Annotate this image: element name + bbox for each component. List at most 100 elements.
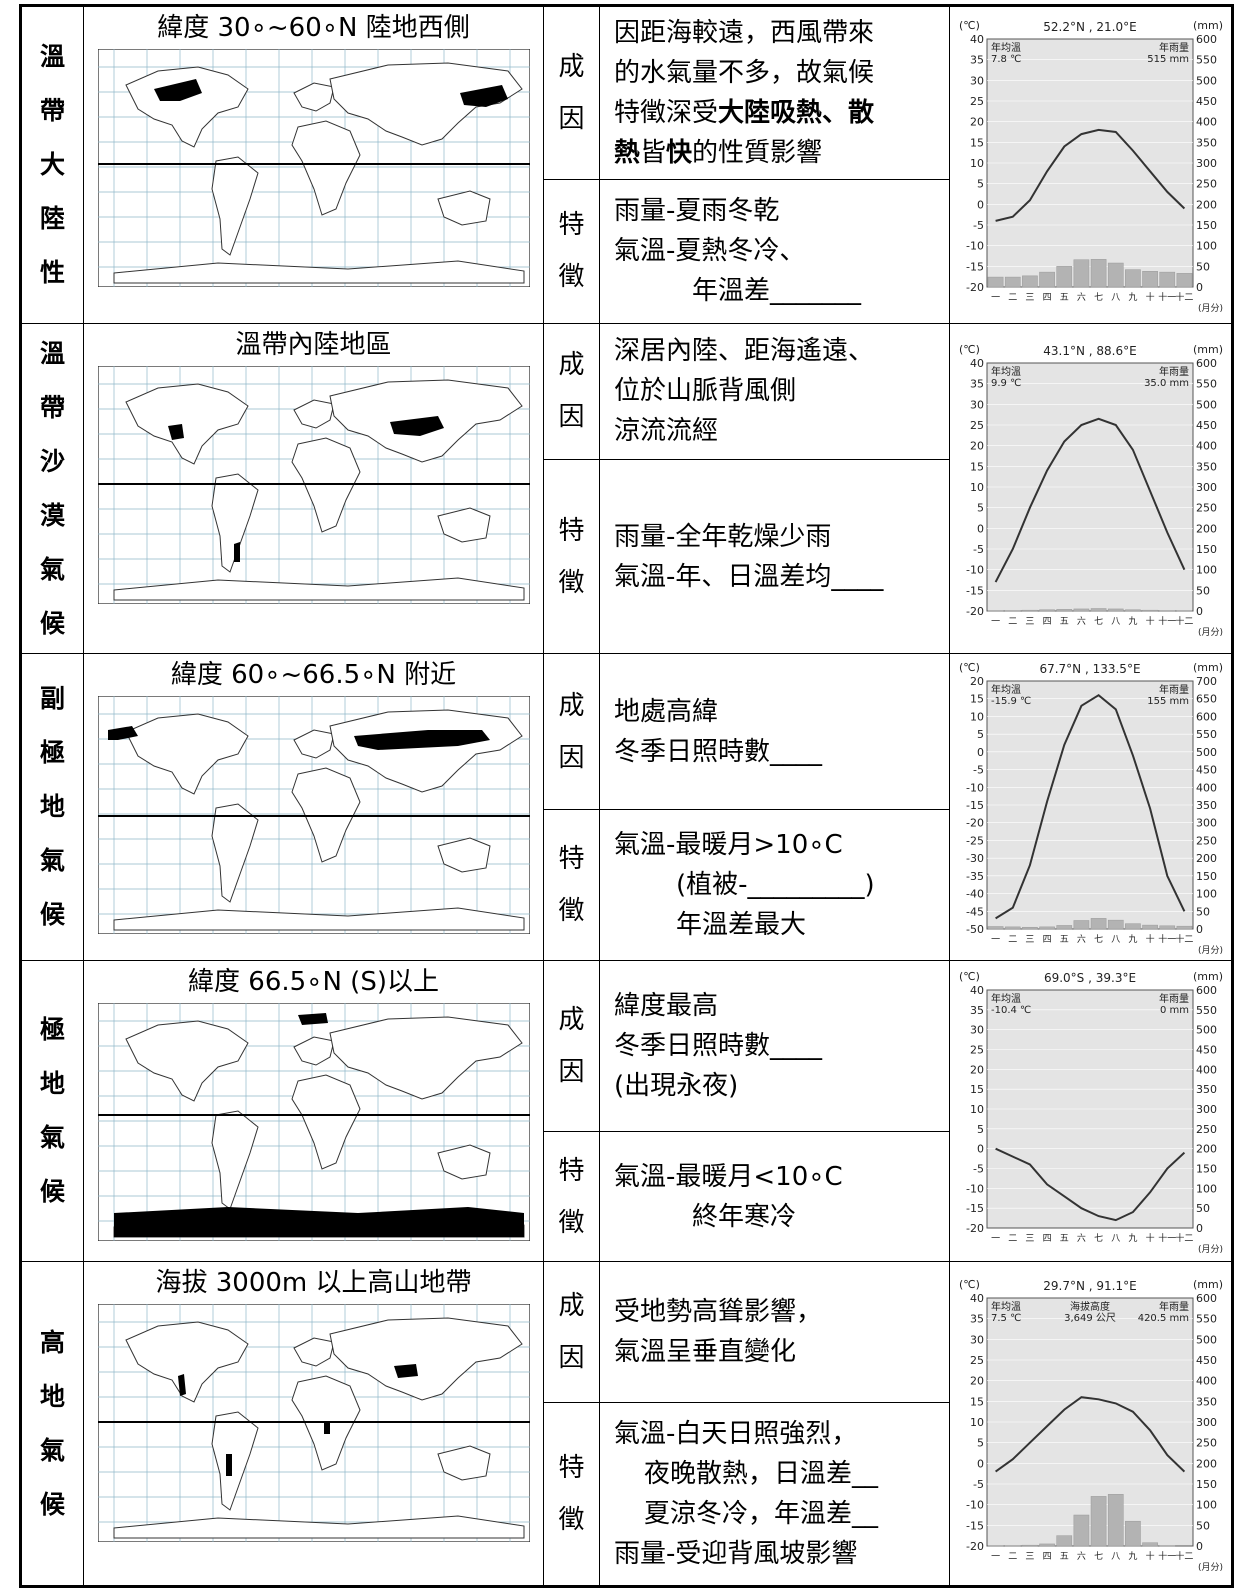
- rain-bar: [1056, 925, 1073, 930]
- map-continent: [436, 1445, 491, 1481]
- month-label: 十: [1146, 1550, 1155, 1562]
- climate-name-char: 大: [39, 149, 65, 179]
- month-label: 十二: [1175, 291, 1193, 303]
- month-label: 一: [991, 293, 1000, 303]
- region-title: 緯度 30∘~60∘N 陸地西側: [157, 13, 470, 43]
- climograph: 4035302520151050-5-10-15-206005505004504…: [959, 970, 1223, 1255]
- temp-tick-label: 20: [970, 675, 984, 688]
- rain-bar: [1056, 608, 1073, 611]
- region-cell: 緯度 30∘~60∘N 陸地西側: [83, 6, 544, 324]
- map-continent: [113, 1515, 524, 1539]
- trait-text: 雨量-夏雨冬乾 氣溫-夏熱冬冷、 年溫差_______: [599, 179, 950, 324]
- climate-table-sheet: 溫 帶 大 陸 性 緯度 30∘~60∘N 陸地西側 成因 因距海較遠，西風帶來…: [19, 4, 1234, 1588]
- temp-tick-label: -10: [966, 239, 984, 252]
- temp-tick-label: -15: [966, 1202, 984, 1215]
- rain-bar: [1090, 1495, 1107, 1546]
- month-label: 八: [1111, 293, 1120, 303]
- month-label: 九: [1128, 934, 1137, 945]
- month-label: 七: [1094, 1233, 1103, 1244]
- rain-bar: [1176, 272, 1193, 288]
- rain-tick-label: 500: [1196, 746, 1217, 759]
- rain-tick-label: 400: [1196, 439, 1217, 452]
- trait-text: 氣溫-白天日照強烈， 夜晚散熱，日溫差__ 夏涼冬冷，年溫差__ 雨量-受迎背風…: [599, 1401, 950, 1587]
- temp-tick-label: 20: [970, 1063, 984, 1076]
- rain-unit-label: (mm): [1193, 661, 1223, 674]
- climate-name-cell: 溫 帶 大 陸 性: [21, 6, 84, 324]
- world-map: [97, 1002, 530, 1241]
- temp-tick-label: -30: [966, 852, 984, 865]
- temp-tick-label: 40: [970, 1292, 984, 1305]
- rain-tick-label: 300: [1196, 817, 1217, 830]
- temp-tick-label: 0: [977, 1457, 984, 1470]
- month-label: 四: [1043, 293, 1052, 303]
- map-continent: [210, 803, 259, 904]
- trait-text: 氣溫-最暖月>10∘C (植被-_________) 年溫差最大: [599, 808, 950, 961]
- rain-tick-label: 50: [1196, 584, 1210, 597]
- rain-bar: [1159, 925, 1176, 930]
- rain-tick-label: 550: [1196, 53, 1217, 66]
- month-label: 十一: [1158, 933, 1176, 945]
- rain-bar: [1142, 1542, 1158, 1546]
- annual-rain-label: 年雨量: [1159, 992, 1189, 1005]
- temp-tick-label: 5: [977, 1123, 984, 1136]
- annual-rain-value: 515 mm: [1147, 54, 1189, 65]
- rain-unit-label: (mm): [1193, 19, 1223, 32]
- rain-bar: [987, 276, 1004, 288]
- temp-tick-label: 5: [977, 501, 984, 514]
- month-label: 二: [1008, 617, 1017, 627]
- temp-tick-label: -5: [973, 543, 984, 556]
- rain-tick-label: 200: [1196, 198, 1217, 211]
- rain-bar: [1107, 1493, 1124, 1546]
- rain-tick-label: 0: [1196, 281, 1203, 294]
- month-label: 十: [1146, 291, 1155, 303]
- temp-tick-label: 30: [970, 74, 984, 87]
- month-label: 十: [1146, 1232, 1155, 1244]
- rain-tick-label: 500: [1196, 398, 1217, 411]
- map-continent: [436, 507, 491, 543]
- rain-bar: [1039, 926, 1055, 930]
- rain-tick-label: 50: [1196, 1519, 1210, 1532]
- region-title: 緯度 60∘~66.5∘N 附近: [170, 660, 457, 691]
- annual-rain-label: 年雨量: [1159, 1300, 1189, 1313]
- rain-tick-label: 50: [1196, 1202, 1210, 1215]
- month-unit-label: (月分): [1198, 1562, 1223, 1573]
- temp-tick-label: 20: [970, 115, 984, 128]
- station-coordinates: 69.0°S , 39.3°E: [1044, 971, 1136, 985]
- month-label: 十二: [1175, 1232, 1193, 1244]
- rain-tick-label: 200: [1196, 1143, 1217, 1156]
- month-label: 四: [1043, 1234, 1052, 1244]
- region-cell: 緯度 66.5∘N (S)以上: [83, 959, 544, 1263]
- region-cell: 溫帶內陸地區: [83, 322, 544, 655]
- month-label: 七: [1094, 292, 1103, 303]
- month-label: 四: [1043, 1552, 1052, 1562]
- map-climate-area: [323, 1422, 330, 1435]
- rain-tick-label: 600: [1196, 984, 1217, 997]
- rain-tick-label: 0: [1196, 1222, 1203, 1235]
- temp-tick-label: 20: [970, 1374, 984, 1387]
- temp-tick-label: -10: [966, 781, 984, 794]
- rain-tick-label: 500: [1196, 1024, 1217, 1037]
- map-climate-area: [233, 541, 240, 562]
- temp-tick-label: 20: [970, 439, 984, 452]
- rain-bar: [1107, 608, 1124, 611]
- month-label: 六: [1077, 1232, 1086, 1244]
- month-label: 二: [1008, 1234, 1017, 1244]
- temp-tick-label: -15: [966, 799, 984, 812]
- map-continent: [290, 120, 361, 216]
- rain-tick-label: 50: [1196, 260, 1210, 273]
- annual-temp-label: 年均溫: [991, 992, 1021, 1005]
- climograph: 20151050-5-10-15-20-25-30-35-40-45-50700…: [959, 661, 1223, 956]
- rain-bar: [1073, 608, 1090, 611]
- climate-table: 溫 帶 大 陸 性 緯度 30∘~60∘N 陸地西側 成因 因距海較遠，西風帶來…: [21, 5, 1233, 1587]
- month-label: 六: [1077, 615, 1086, 627]
- climograph: 4035302520151050-5-10-15-206005505004504…: [959, 343, 1223, 638]
- month-label: 三: [1025, 1552, 1034, 1562]
- cause-label: 成因: [543, 1261, 600, 1403]
- climate-chart-cell: 40 35 30 25 20 15 10 5 0 -5 -10 -15 -20 600 550 500 450 4…: [949, 959, 1233, 1263]
- temp-tick-label: 15: [970, 1395, 984, 1408]
- climate-name-char: 陸: [39, 203, 65, 233]
- trait-label: 特徵: [543, 1130, 600, 1263]
- temp-tick-label: 40: [970, 357, 984, 370]
- temperature-line: [995, 1395, 1186, 1473]
- climograph: 4035302520151050-5-10-15-206005505004504…: [959, 1278, 1223, 1573]
